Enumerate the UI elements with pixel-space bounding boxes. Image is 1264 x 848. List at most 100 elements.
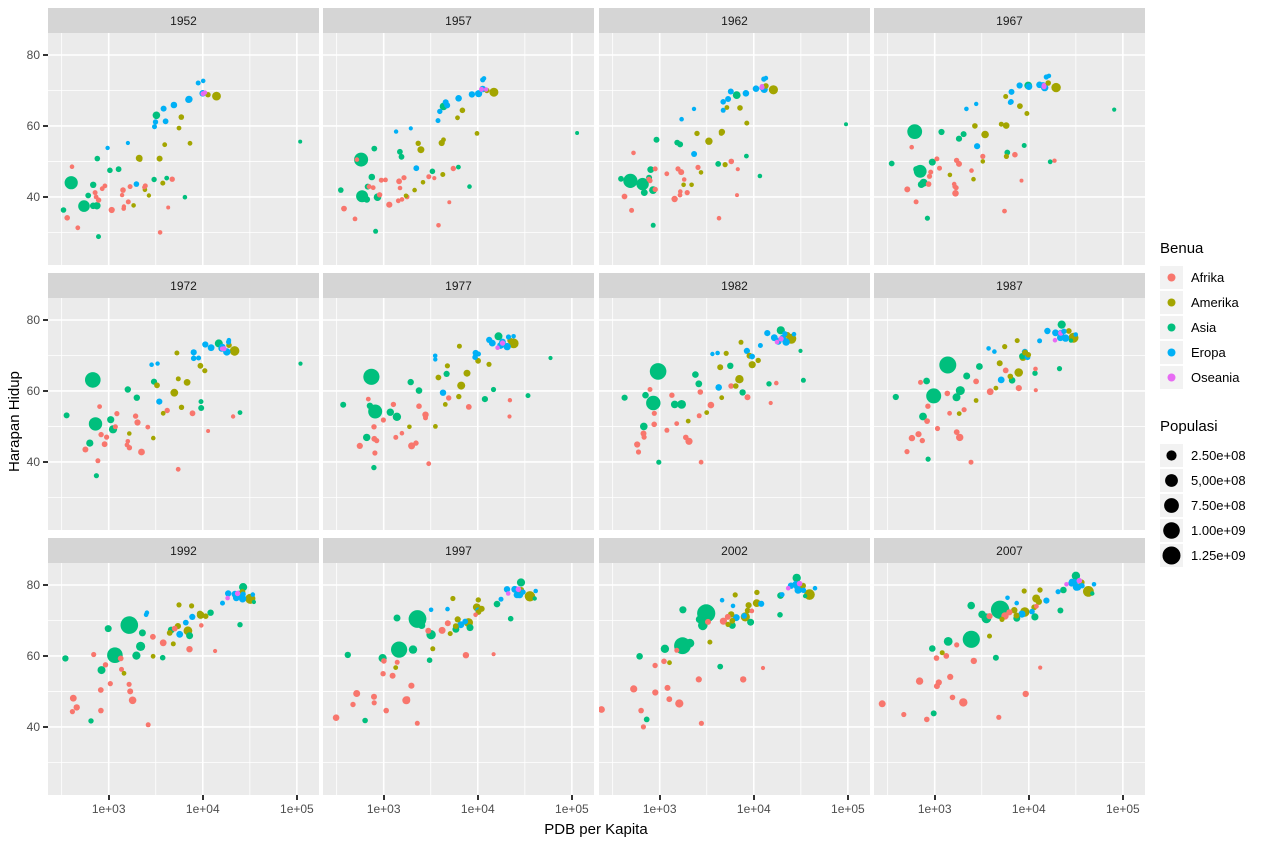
data-point	[779, 592, 785, 598]
data-point	[498, 596, 504, 602]
data-point	[511, 334, 516, 339]
data-point	[748, 361, 756, 369]
data-point	[134, 419, 141, 426]
data-point	[124, 442, 130, 448]
facet-panel	[323, 563, 594, 795]
data-point	[707, 401, 715, 409]
data-point	[618, 175, 624, 182]
data-point	[386, 201, 393, 208]
data-point	[495, 345, 500, 350]
data-point	[107, 416, 115, 424]
data-point	[207, 344, 215, 352]
data-point	[685, 418, 691, 424]
y-tick-mark	[43, 53, 48, 56]
data-point	[901, 711, 907, 718]
y-tick-mark	[43, 195, 48, 198]
data-point	[363, 368, 380, 385]
data-point	[1014, 338, 1020, 344]
data-point	[200, 78, 206, 84]
data-point	[949, 694, 956, 701]
panel-background	[599, 298, 870, 530]
data-point	[532, 596, 537, 601]
legend-gap	[1156, 390, 1264, 418]
y-tick-label: 60	[26, 648, 40, 663]
data-point	[178, 114, 185, 120]
data-point	[133, 394, 140, 401]
data-point	[120, 616, 139, 634]
data-point	[378, 177, 384, 183]
data-point	[1056, 366, 1063, 372]
data-point	[207, 609, 214, 616]
legend-size-dot	[1162, 546, 1181, 565]
data-point	[1057, 320, 1066, 329]
data-point	[371, 424, 377, 430]
panel-background	[323, 33, 594, 265]
facet-panel	[874, 33, 1145, 265]
legend-size-dot	[1164, 498, 1179, 513]
data-point	[393, 614, 401, 622]
legend-key-swatch	[1160, 341, 1183, 364]
data-point	[719, 395, 725, 401]
data-point	[695, 615, 704, 624]
data-point	[968, 459, 974, 465]
data-point	[1079, 583, 1085, 589]
data-point	[955, 386, 965, 396]
data-point	[623, 173, 638, 188]
data-point	[963, 372, 971, 380]
data-point	[450, 595, 456, 602]
data-point	[93, 473, 99, 479]
size-legend-entry: 2.50e+08	[1160, 443, 1264, 468]
data-point	[206, 429, 211, 433]
data-point	[102, 662, 109, 668]
facet-panel	[48, 33, 319, 265]
data-point	[1024, 111, 1030, 116]
data-point	[150, 633, 156, 640]
data-point	[1021, 588, 1027, 594]
data-point	[1029, 608, 1035, 615]
y-tick-mark	[43, 389, 48, 392]
x-tick-label: 1e+04	[460, 802, 495, 816]
data-point	[943, 637, 953, 646]
data-point	[929, 645, 936, 652]
data-point	[1018, 610, 1026, 618]
data-point	[926, 388, 942, 404]
data-point	[394, 659, 400, 665]
data-point	[1045, 80, 1051, 86]
data-point	[433, 424, 438, 429]
data-point	[939, 650, 945, 656]
facet-panel	[599, 298, 870, 530]
data-point	[695, 164, 701, 170]
facet-strip: 1972	[48, 273, 319, 298]
data-point	[766, 381, 772, 387]
data-point	[694, 130, 700, 137]
data-point	[371, 700, 377, 706]
facet-strip: 1992	[48, 538, 319, 563]
data-point	[225, 595, 230, 601]
data-point	[420, 180, 426, 185]
data-point	[1013, 612, 1020, 619]
data-point	[69, 709, 75, 715]
data-point	[89, 202, 97, 210]
legend-label: Asia	[1191, 320, 1217, 335]
panel-background	[599, 563, 870, 795]
data-point	[1071, 571, 1081, 580]
data-point	[95, 458, 101, 464]
data-point	[745, 602, 752, 609]
data-point	[925, 456, 931, 462]
data-point	[696, 413, 702, 419]
data-point	[157, 230, 163, 235]
x-tick-mark	[382, 795, 385, 800]
data-point	[909, 144, 914, 150]
data-point	[124, 386, 131, 393]
data-point	[390, 401, 397, 408]
data-point	[792, 573, 801, 583]
data-point	[352, 216, 358, 222]
data-point	[190, 349, 197, 356]
data-point	[924, 418, 930, 424]
data-point	[943, 653, 950, 659]
data-point	[169, 176, 175, 182]
data-point	[844, 122, 848, 127]
data-point	[417, 146, 425, 154]
data-point	[1007, 373, 1014, 380]
data-point	[575, 131, 580, 135]
